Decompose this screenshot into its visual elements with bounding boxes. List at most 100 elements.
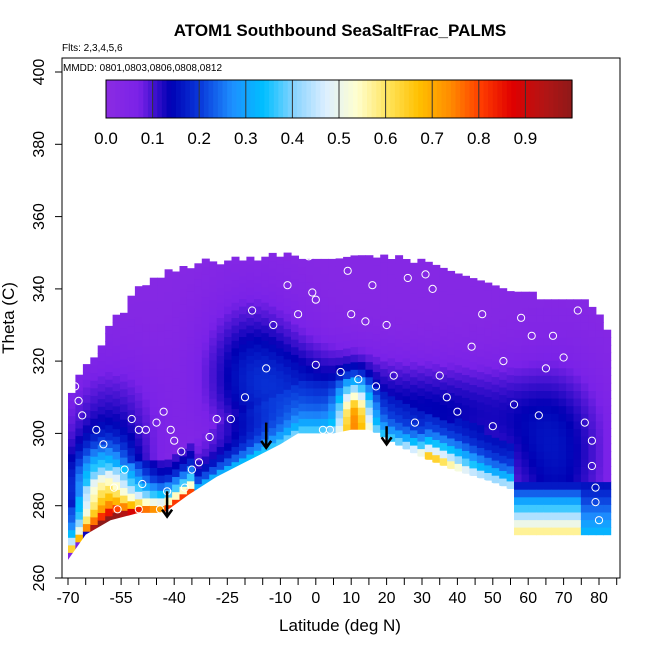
heatmap-cell [127, 364, 136, 373]
heatmap-cell [357, 414, 366, 423]
heatmap-cell [528, 337, 537, 346]
heatmap-cell [380, 300, 389, 309]
heatmap-cell [105, 447, 114, 456]
terrain-layer [64, 429, 514, 578]
heatmap-cell [506, 382, 515, 391]
heatmap-cell [491, 293, 500, 302]
colorbar-segment [110, 80, 116, 118]
heatmap-cell [328, 274, 337, 283]
x-tick-label: 80 [590, 590, 608, 607]
heatmap-cell [268, 374, 277, 383]
heatmap-cell [424, 436, 433, 445]
heatmap-cell [283, 290, 292, 299]
heatmap-cell [112, 496, 121, 506]
colorbar-segment [548, 80, 554, 118]
heatmap-cell [127, 402, 136, 411]
heatmap-cell [82, 371, 91, 380]
heatmap-cell [424, 315, 433, 324]
heatmap-cell [469, 376, 478, 385]
heatmap-cell [201, 349, 210, 358]
heatmap-cell [566, 443, 575, 452]
colorbar-segment [371, 80, 377, 118]
heatmap-cell [580, 511, 589, 521]
heatmap-cell [90, 425, 99, 434]
heatmap-cell [387, 410, 396, 419]
colorbar-segment [450, 80, 457, 118]
heatmap-cell [127, 477, 136, 487]
heatmap-cell [186, 275, 195, 284]
heatmap-cell [261, 332, 270, 341]
heatmap-cell [580, 504, 589, 513]
colorbar-segment [273, 80, 280, 118]
heatmap-cell [566, 314, 575, 323]
heatmap-cell [439, 419, 448, 428]
heatmap-cell [484, 434, 493, 443]
heatmap-cell [543, 473, 552, 483]
colorbar-segment [138, 80, 144, 118]
heatmap-cell [536, 329, 545, 338]
heatmap-cell [305, 319, 314, 328]
heatmap-cell [558, 398, 567, 407]
heatmap-cell [75, 481, 84, 490]
heatmap-cell [261, 400, 270, 410]
heatmap-cell [566, 367, 575, 376]
heatmap-cell [514, 481, 522, 490]
heatmap-cell [201, 478, 210, 487]
heatmap-cell [528, 527, 537, 536]
heatmap-cell [291, 278, 299, 287]
heatmap-cell [298, 304, 307, 313]
colorbar-tick-label: 0.8 [467, 129, 491, 148]
heatmap-cell [566, 306, 575, 316]
heatmap-cell [224, 313, 233, 322]
heatmap-cell [268, 397, 277, 406]
heatmap-cell [343, 310, 352, 319]
heatmap-cell [543, 519, 552, 528]
heatmap-cell [343, 348, 352, 357]
heatmap-cell [536, 398, 545, 407]
heatmap-cell [97, 413, 106, 422]
heatmap-cell [90, 516, 99, 525]
observation-point [283, 281, 292, 290]
heatmap-cell [580, 428, 589, 437]
y-tick-label: 260 [31, 565, 48, 592]
heatmap-cell [305, 425, 314, 434]
heatmap-cell [558, 466, 567, 475]
heatmap-cell [499, 348, 508, 358]
heatmap-cell [97, 451, 106, 460]
heatmap-cell [551, 511, 560, 521]
heatmap-cell [276, 256, 285, 265]
heatmap-cell [201, 395, 210, 404]
observation-point [354, 375, 363, 384]
heatmap-cell [499, 326, 508, 335]
heatmap-cell [328, 319, 337, 328]
x-tick-label: -40 [163, 590, 186, 607]
heatmap-cell [164, 504, 173, 513]
observation-point [99, 440, 108, 449]
heatmap-cell [75, 511, 84, 520]
heatmap-cell [603, 473, 612, 483]
heatmap-cell [246, 355, 255, 364]
heatmap-cell [491, 414, 500, 423]
heatmap-cell [90, 365, 99, 374]
heatmap-cell [328, 266, 337, 275]
heatmap-cell [112, 360, 121, 369]
heatmap-cell [335, 281, 344, 290]
heatmap-cell [491, 444, 500, 453]
heatmap-cell [201, 455, 210, 465]
heatmap-cell [194, 331, 203, 340]
heatmap-cell [372, 424, 381, 433]
heatmap-cell [164, 436, 173, 445]
heatmap-cell [209, 337, 218, 346]
heatmap-cell [580, 314, 589, 323]
observation-point [159, 407, 168, 416]
heatmap-cell [201, 311, 210, 320]
heatmap-cell [134, 407, 143, 416]
heatmap-cell [476, 325, 485, 335]
colorbar-segment [558, 80, 564, 118]
heatmap-cell [380, 398, 389, 407]
heatmap-cell [320, 327, 329, 336]
heatmap-cell [313, 296, 322, 305]
heatmap-cell [276, 287, 285, 296]
heatmap-cell [566, 413, 575, 422]
heatmap-cell [595, 428, 604, 437]
